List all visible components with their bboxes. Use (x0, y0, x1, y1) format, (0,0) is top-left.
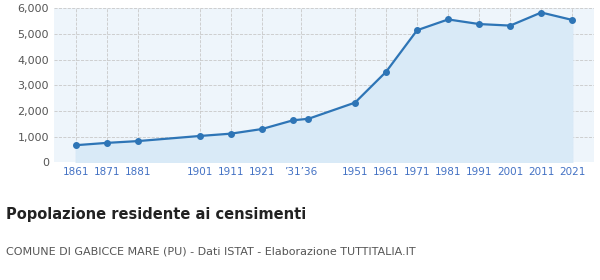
Text: COMUNE DI GABICCE MARE (PU) - Dati ISTAT - Elaborazione TUTTITALIA.IT: COMUNE DI GABICCE MARE (PU) - Dati ISTAT… (6, 246, 416, 256)
Text: Popolazione residente ai censimenti: Popolazione residente ai censimenti (6, 207, 306, 222)
